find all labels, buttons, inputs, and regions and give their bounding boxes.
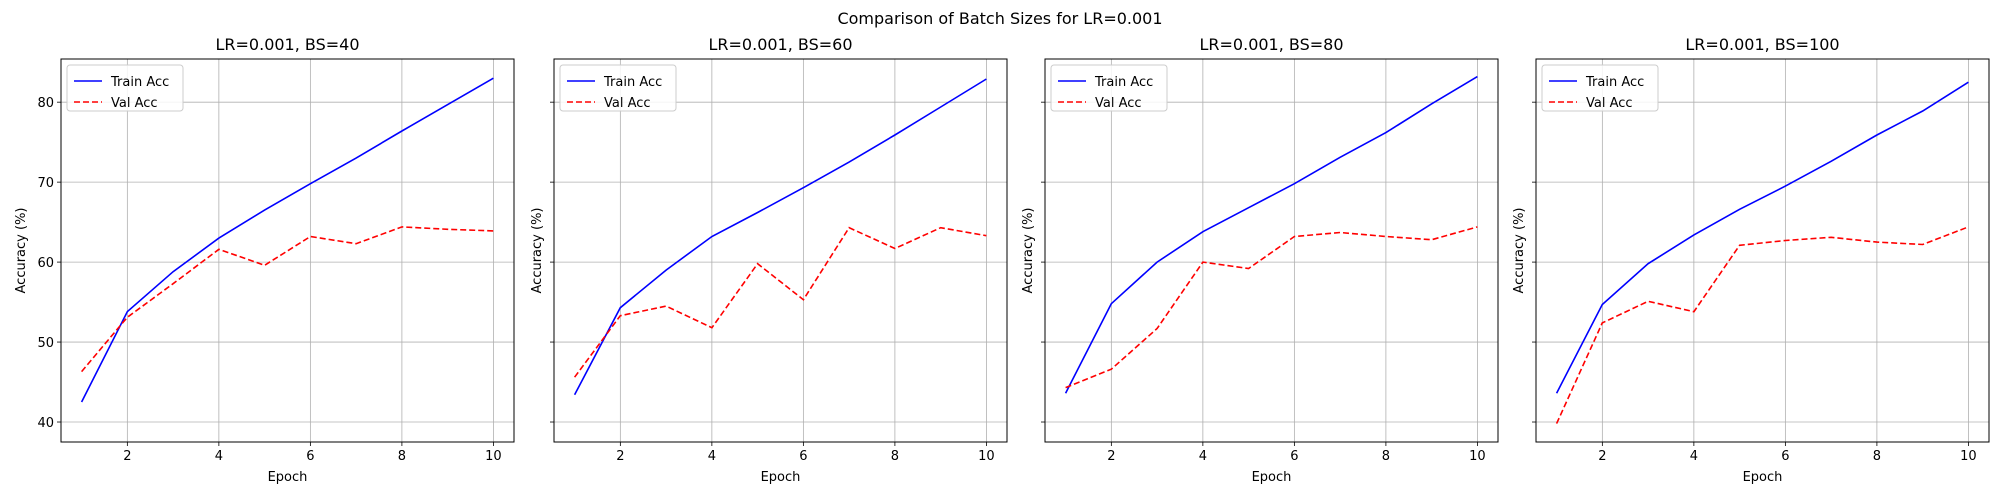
subplot-title: LR=0.001, BS=100 — [1685, 35, 1839, 54]
legend: Train Acc Val Acc — [66, 64, 184, 112]
legend-box — [1050, 64, 1168, 112]
legend: Train Acc Val Acc — [559, 64, 677, 112]
x-axis-label: Epoch — [1743, 470, 1783, 485]
subplot-2: 2 4 6 8 10 LR=0.001, BS=60 Epoch Accuracy (%) Tr… — [530, 35, 1008, 485]
x-tick-label: 2 — [1107, 449, 1115, 464]
x-tick-label: 8 — [398, 449, 406, 464]
y-tick-label: 60 — [37, 256, 54, 271]
y-tick-label: 40 — [37, 416, 54, 431]
plot-frame — [553, 58, 1008, 443]
y-axis-label: Accuracy (%) — [14, 208, 29, 294]
x-tick-label: 4 — [1690, 449, 1698, 464]
x-tick-label: 4 — [1199, 449, 1207, 464]
legend: Train Acc Val Acc — [1050, 64, 1168, 112]
legend-label: Val Acc — [1586, 96, 1633, 111]
subplot-panels: 2 4 6 8 10 40 50 60 70 80 LR=0.001, BS=40 Epoch Accu… — [14, 35, 1990, 485]
legend-label: Val Acc — [111, 96, 158, 111]
legend-label: Val Acc — [604, 96, 651, 111]
x-tick-label: 6 — [1290, 449, 1298, 464]
y-axis-label: Accuracy (%) — [1021, 208, 1036, 294]
x-axis-label: Epoch — [268, 470, 308, 485]
subplot-title: LR=0.001, BS=80 — [1199, 35, 1343, 54]
series-line-train-acc — [80, 77, 494, 403]
x-tick-label: 2 — [123, 449, 131, 464]
legend-label: Train Acc — [603, 75, 662, 90]
x-tick-label: 10 — [485, 449, 502, 464]
series-line-val-acc — [80, 226, 494, 373]
plot-frame — [1044, 58, 1499, 443]
x-tick-label: 10 — [978, 449, 995, 464]
y-tick-label: 50 — [37, 336, 54, 351]
legend: Train Acc Val Acc — [1541, 64, 1659, 112]
x-tick-label: 4 — [215, 449, 223, 464]
x-axis-label: Epoch — [1252, 470, 1292, 485]
legend-label: Train Acc — [1585, 75, 1644, 90]
series-line-val-acc — [573, 226, 987, 378]
subplot-title: LR=0.001, BS=60 — [708, 35, 852, 54]
legend-box — [559, 64, 677, 112]
x-tick-label: 6 — [1781, 449, 1789, 464]
legend-label: Val Acc — [1095, 96, 1142, 111]
x-tick-label: 8 — [1382, 449, 1390, 464]
plot-frame — [60, 58, 515, 443]
legend-label: Train Acc — [110, 75, 169, 90]
x-tick-label: 10 — [1469, 449, 1486, 464]
y-tick-label: 70 — [37, 176, 54, 191]
x-tick-label: 6 — [799, 449, 807, 464]
plot-frame — [1535, 58, 1990, 443]
x-tick-label: 8 — [891, 449, 899, 464]
y-tick-label: 80 — [37, 96, 54, 111]
subplot-4: 2 4 6 8 10 LR=0.001, BS=100 Epoch Accuracy (%) T… — [1512, 35, 1990, 485]
x-tick-label: 10 — [1960, 449, 1977, 464]
legend-label: Train Acc — [1094, 75, 1153, 90]
x-tick-label: 8 — [1873, 449, 1881, 464]
x-tick-label: 4 — [708, 449, 716, 464]
series-line-train-acc — [1555, 81, 1969, 394]
y-axis-label: Accuracy (%) — [1512, 208, 1527, 294]
series-line-train-acc — [1064, 75, 1478, 394]
series-line-val-acc — [1065, 226, 1478, 389]
x-tick-label: 2 — [616, 449, 624, 464]
legend-box — [1541, 64, 1659, 112]
series-line-val-acc — [1555, 226, 1969, 424]
subplot-title: LR=0.001, BS=40 — [215, 35, 359, 54]
legend-box — [66, 64, 184, 112]
x-tick-label: 2 — [1598, 449, 1606, 464]
subplot-3: 2 4 6 8 10 LR=0.001, BS=80 Epoch Accuracy (%) Tr… — [1021, 35, 1499, 485]
figure-suptitle: Comparison of Batch Sizes for LR=0.001 — [837, 9, 1162, 28]
series-line-train-acc — [573, 78, 987, 396]
y-axis-label: Accuracy (%) — [530, 208, 545, 294]
x-axis-label: Epoch — [761, 470, 801, 485]
subplot-1: 2 4 6 8 10 40 50 60 70 80 LR=0.001, BS=40 Epoch Accu… — [14, 35, 515, 485]
x-tick-label: 6 — [306, 449, 314, 464]
